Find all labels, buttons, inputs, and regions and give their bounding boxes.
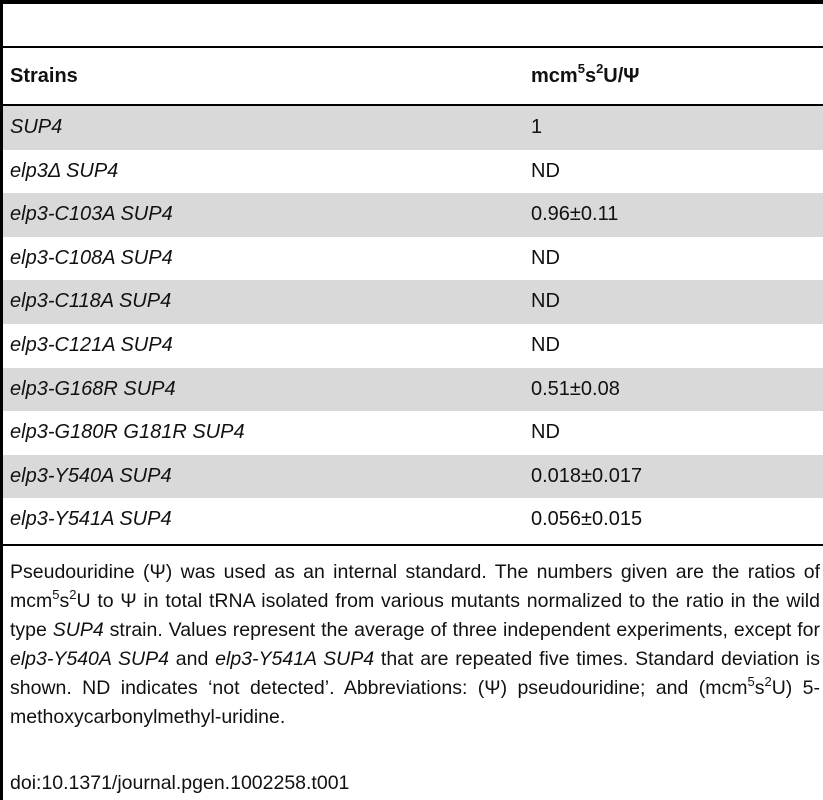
header-bottom-rule [3,104,823,106]
strain-cell: elp3Δ SUP4 [10,159,119,182]
strain-cell: elp3-C108A SUP4 [10,246,173,269]
doi-link[interactable]: doi:10.1371/journal.pgen.1002258.t001 [10,772,350,794]
footnote-text: Pseudouridine (Ψ) was used as an interna… [10,561,820,728]
ratio-cell: 0.018±0.017 [531,464,643,487]
table-row: elp3-C103A SUP4 0.96±0.11 [3,193,823,237]
table-row: elp3-C121A SUP4 ND [3,324,823,368]
table-footnote: Pseudouridine (Ψ) was used as an interna… [10,558,820,732]
left-border-rule [0,0,3,800]
strain-cell: elp3-Y540A SUP4 [10,464,172,487]
table-row: elp3-C108A SUP4 ND [3,237,823,281]
table-row: elp3-Y541A SUP4 0.056±0.015 [3,498,823,542]
ratio-cell: ND [531,290,560,313]
table-row: elp3Δ SUP4 ND [3,150,823,194]
table-row: elp3-Y540A SUP4 0.018±0.017 [3,454,823,499]
table-row: elp3-G180R G181R SUP4 ND [3,411,823,455]
header-strains: Strains [10,65,78,87]
table-bottom-rule [3,544,823,546]
ratio-cell: ND [531,421,560,444]
ratio-cell: ND [531,333,560,356]
table-row: elp3-C118A SUP4 ND [3,280,823,324]
header-top-rule [3,46,823,48]
strain-cell: elp3-G180R G181R SUP4 [10,421,245,444]
strain-cell: elp3-Y541A SUP4 [10,508,172,531]
ratio-cell: 0.056±0.015 [531,508,643,531]
table-body: SUP4 1 elp3Δ SUP4 ND elp3-C103A SUP4 0.9… [3,106,823,542]
ratio-cell: 0.96±0.11 [531,203,619,226]
table-row: elp3-G168R SUP4 0.51±0.08 [3,367,823,412]
strain-cell: elp3-C118A SUP4 [10,290,172,313]
ratio-cell: 1 [531,116,543,138]
table-header-row: Strains mcm5s2U/Ψ [3,48,823,104]
header-ratio: mcm5s2U/Ψ [531,61,640,87]
strain-cell: SUP4 [10,116,63,138]
strain-cell: elp3-C103A SUP4 [10,203,173,226]
ratio-cell: ND [531,246,560,269]
table-row: SUP4 1 [3,106,823,150]
strain-cell: elp3-C121A SUP4 [10,333,173,356]
ratio-cell: ND [531,159,560,182]
table-top-rule [3,0,823,4]
ratio-cell: 0.51±0.08 [531,377,620,400]
strain-cell: elp3-G168R SUP4 [10,377,176,400]
